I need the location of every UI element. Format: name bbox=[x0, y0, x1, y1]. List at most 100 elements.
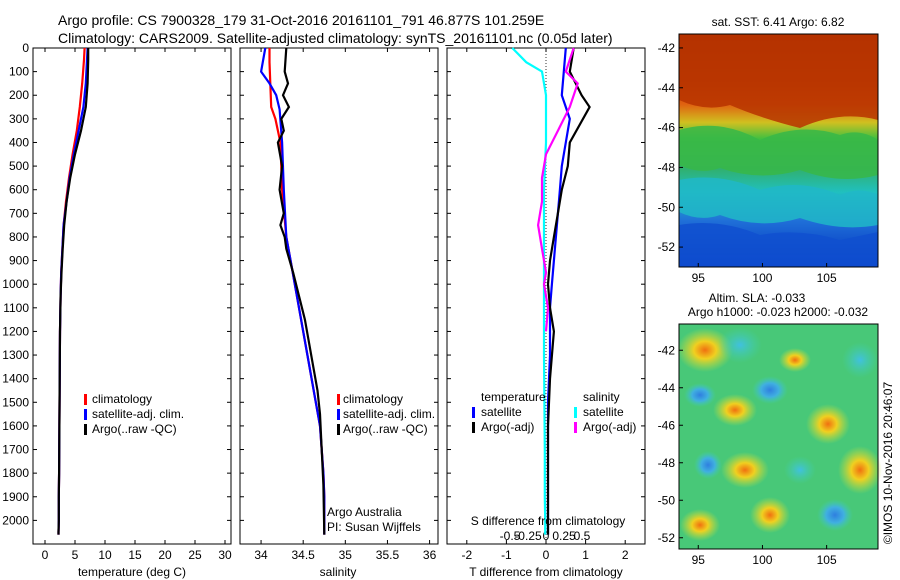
legend-label-s-argo: Argo(-adj) bbox=[583, 420, 636, 434]
legend-label-climatology: climatology bbox=[92, 392, 152, 406]
x-tick-label: 25 bbox=[188, 548, 202, 562]
sst-cold-patch bbox=[679, 222, 878, 267]
salinity-panel: 34 34.5 35 35.5 36 salinity climatology sate… bbox=[239, 47, 439, 579]
sla-anomaly bbox=[684, 383, 716, 407]
imos-credit: ©IMOS 10-Nov-2016 20:46:07 bbox=[881, 382, 895, 545]
difference-legend: temperature salinity satellite Argo(-adj… bbox=[472, 390, 636, 434]
sla-anomaly bbox=[750, 497, 790, 533]
legend-label-climatology: climatology bbox=[343, 392, 403, 406]
sla-map-panel: Altim. SLA: -0.033 Argo h1000: -0.023 h2… bbox=[658, 291, 882, 567]
legend-swatch-t-argo bbox=[472, 422, 475, 433]
depth-tick-label: 200 bbox=[9, 88, 29, 102]
sla-map-title: Altim. SLA: -0.033 bbox=[709, 291, 806, 305]
temperature-tick-labels: 0 5 10 15 20 25 30 bbox=[42, 48, 232, 562]
lat-tick-label: -46 bbox=[658, 121, 676, 135]
legend-swatch-t-satellite bbox=[472, 407, 475, 418]
t-difference-axis-label: T difference from climatology bbox=[469, 565, 623, 579]
legend-label-t-argo: Argo(-adj) bbox=[481, 420, 534, 434]
legend-label-argo: Argo(..raw -QC) bbox=[92, 422, 177, 436]
legend-header-salinity: salinity bbox=[583, 390, 620, 404]
sst-green-band bbox=[679, 125, 878, 179]
lon-tick-label: 105 bbox=[817, 553, 837, 567]
sst-map-panel: sat. SST: 6.41 Argo: 6.82 -42 -44 -46 -48 -5… bbox=[658, 15, 879, 285]
depth-tick-label: 1100 bbox=[3, 301, 29, 315]
temperature-axis-label: temperature (deg C) bbox=[78, 565, 186, 579]
salinity-axis-label: salinity bbox=[320, 565, 357, 579]
lat-tick-label: -52 bbox=[658, 531, 676, 545]
x-tick-label: -1 bbox=[501, 548, 512, 562]
legend-swatch-satellite-adj bbox=[84, 409, 87, 420]
lat-tick-label: -50 bbox=[658, 493, 676, 507]
sst-map-title: sat. SST: 6.41 Argo: 6.82 bbox=[712, 15, 845, 29]
lat-tick-label: -50 bbox=[658, 200, 676, 214]
salinity-legend: climatology satellite-adj. clim. Argo(..… bbox=[337, 392, 435, 436]
series-line bbox=[276, 47, 326, 535]
sla-anomaly bbox=[806, 404, 850, 444]
depth-tick-label: 1600 bbox=[2, 419, 29, 433]
sla-heatmap-patches bbox=[677, 327, 882, 541]
depth-tick-label: 600 bbox=[9, 183, 29, 197]
sla-anomaly bbox=[838, 446, 882, 494]
sla-longitude-tick-labels: 95 100 105 bbox=[692, 545, 837, 567]
lat-tick-label: -52 bbox=[658, 240, 676, 254]
series-line bbox=[511, 47, 548, 535]
sla-anomaly bbox=[784, 456, 816, 484]
figure-title-line1: Argo profile: CS 7900328_179 31-Oct-2016… bbox=[58, 12, 544, 28]
sla-map-frame bbox=[678, 323, 879, 550]
x-tick-label: 1 bbox=[582, 548, 589, 562]
depth-tick-label: 900 bbox=[9, 254, 29, 268]
depth-tick-label: 1900 bbox=[2, 490, 29, 504]
lat-tick-label: -44 bbox=[658, 81, 676, 95]
sst-latitude-tick-labels: -42 -44 -46 -48 -50 -52 bbox=[658, 41, 683, 254]
x-tick-label: 20 bbox=[158, 548, 172, 562]
depth-tick-label: 0 bbox=[22, 41, 29, 55]
x-tick-label: 35 bbox=[339, 548, 353, 562]
sla-anomaly bbox=[721, 452, 769, 488]
legend-label-satellite-adj: satellite-adj. clim. bbox=[92, 407, 184, 421]
lon-tick-label: 95 bbox=[692, 553, 706, 567]
x-tick-label: 15 bbox=[128, 548, 142, 562]
sst-heatmap-patches bbox=[679, 34, 878, 267]
s-diff-tick-label: 0.5 bbox=[574, 529, 591, 543]
depth-tick-label: 1400 bbox=[2, 372, 29, 386]
temperature-series bbox=[57, 47, 90, 535]
t-difference-tick-labels: -2 -1 0 1 2 bbox=[461, 48, 629, 562]
institution-annotation: Argo Australia bbox=[327, 505, 402, 519]
series-line bbox=[536, 47, 579, 332]
difference-panel: -2 -1 0 1 2 -0.5-0.25 0 0.250.5 S difference f… bbox=[446, 47, 646, 579]
figure-title-line2: Climatology: CARS2009. Satellite-adjuste… bbox=[58, 30, 613, 46]
legend-swatch-climatology bbox=[84, 394, 87, 405]
depth-tick-label: 400 bbox=[9, 135, 29, 149]
lon-tick-label: 95 bbox=[692, 271, 706, 285]
series-line bbox=[546, 47, 571, 535]
sla-anomaly bbox=[779, 348, 811, 372]
x-tick-label: 34.5 bbox=[292, 548, 316, 562]
lon-tick-label: 100 bbox=[752, 271, 772, 285]
x-tick-label: -2 bbox=[461, 548, 472, 562]
legend-swatch-s-argo bbox=[574, 422, 577, 433]
temperature-legend: climatology satellite-adj. clim. Argo(..… bbox=[84, 392, 184, 436]
sst-map-frame bbox=[678, 33, 879, 268]
depth-tick-label: 1200 bbox=[2, 324, 29, 338]
lat-tick-label: -42 bbox=[658, 41, 676, 55]
salinity-axes-frame bbox=[239, 47, 439, 545]
legend-swatch-climatology bbox=[337, 394, 340, 405]
pi-annotation: PI: Susan Wijffels bbox=[327, 520, 421, 534]
depth-tick-labels: 0 100 200 300 400 500 600 700 800 900 1000 1100 1200… bbox=[2, 41, 645, 527]
lat-tick-label: -44 bbox=[658, 381, 676, 395]
x-tick-label: 10 bbox=[98, 548, 112, 562]
legend-swatch-argo bbox=[84, 424, 87, 435]
depth-tick-label: 100 bbox=[9, 65, 29, 79]
x-tick-label: 30 bbox=[218, 548, 232, 562]
sla-anomaly bbox=[680, 509, 720, 541]
sst-warm-patch bbox=[679, 34, 878, 128]
legend-swatch-satellite-adj bbox=[337, 409, 340, 420]
depth-tick-label: 800 bbox=[9, 230, 29, 244]
difference-series bbox=[511, 47, 591, 535]
sla-anomaly bbox=[718, 327, 762, 363]
salinity-series bbox=[259, 47, 326, 535]
sla-anomaly bbox=[752, 376, 788, 404]
s-diff-tick-label: -0.5 bbox=[500, 529, 521, 543]
depth-tick-label: 1800 bbox=[2, 466, 29, 480]
